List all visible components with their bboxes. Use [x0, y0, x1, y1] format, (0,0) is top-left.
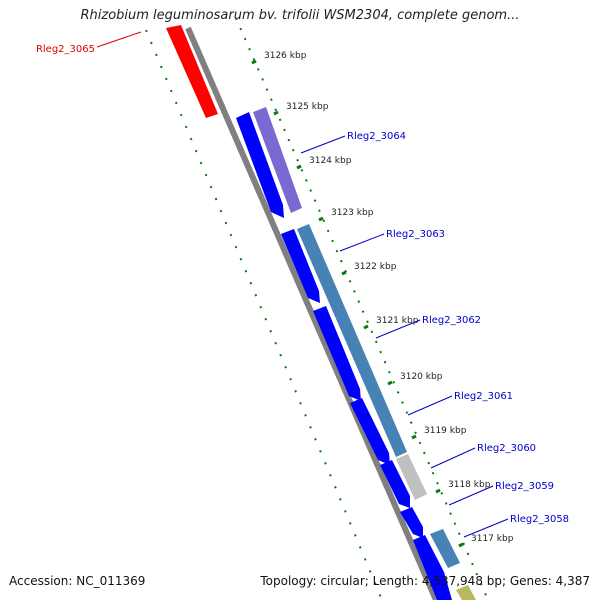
gene-label[interactable]: Rleg2_3062 [422, 315, 481, 326]
tick-mark [363, 324, 369, 330]
gene-label[interactable]: Rleg2_3059 [495, 481, 554, 492]
cds-bar-3060 [396, 454, 427, 500]
tick-label: 3121 kbp [376, 316, 419, 326]
gene-label-leader [407, 395, 453, 416]
tick-layer: 3126 kbp 3125 kbp 3124 kbp 3123 kbp 3122 kbp… [251, 51, 514, 548]
gene-label-leader [375, 319, 421, 339]
tick-ring-outer [235, 17, 489, 600]
tick-label: 3120 kbp [400, 372, 443, 382]
cds-bar-olive [456, 585, 476, 600]
gene-label-leader [339, 233, 385, 252]
cds-bar-3064 [253, 107, 302, 213]
gene-rleg2-3062[interactable] [313, 306, 361, 401]
tick-mark [318, 216, 324, 222]
tick-mark [387, 380, 393, 386]
gene-rleg2-3060[interactable] [380, 460, 410, 508]
tick-mark [411, 434, 417, 440]
gene-label-leader [448, 485, 494, 506]
tick-label: 3126 kbp [264, 51, 307, 61]
gene-label-leader [96, 31, 142, 48]
gene-label[interactable]: Rleg2_3063 [386, 229, 445, 240]
gene-label[interactable]: Rleg2_3061 [454, 391, 513, 402]
tick-mark [296, 164, 302, 170]
tick-mark [251, 59, 257, 65]
gene-label[interactable]: Rleg2_3060 [477, 443, 536, 454]
topology-summary: Topology: circular; Length: 4,537,948 bp… [260, 574, 590, 588]
map-title: Rhizobium leguminosarum bv. trifolii WSM… [80, 8, 520, 23]
tick-mark [341, 270, 347, 276]
tick-label: 3124 kbp [309, 156, 352, 166]
cds-bar-3058 [430, 529, 460, 568]
gene-rleg2-3059[interactable] [400, 507, 423, 538]
gene-label-leader [300, 135, 346, 154]
gene-label[interactable]: Rleg2_3065 [36, 44, 95, 55]
tick-label: 3117 kbp [471, 534, 514, 544]
gene-label-leader [430, 447, 476, 469]
tick-label: 3123 kbp [331, 208, 374, 218]
tick-label: 3122 kbp [354, 262, 397, 272]
gene-label-leader [463, 518, 509, 538]
gene-rleg2-3058[interactable] [413, 535, 452, 600]
tick-label: 3118 kbp [448, 480, 491, 490]
gene-rleg2-3064[interactable] [236, 112, 284, 218]
backbone-inner [185, 26, 439, 600]
tick-label: 3119 kbp [424, 426, 467, 436]
gene-rleg2-3063[interactable] [281, 229, 320, 303]
gene-rleg2-3065[interactable] [166, 25, 218, 118]
tick-mark [435, 488, 441, 494]
accession-text: Accession: NC_011369 [9, 574, 146, 588]
gene-label[interactable]: Rleg2_3058 [510, 514, 569, 525]
cds-bar-3063-3061 [297, 224, 407, 457]
tick-mark [458, 542, 464, 548]
tick-mark [273, 110, 279, 116]
gene-label[interactable]: Rleg2_3064 [347, 131, 406, 142]
gene-label-layer: Rleg2_3065 Rleg2_3064 Rleg2_3063 Rleg2_3062… [36, 31, 569, 538]
gene-rleg2-3061[interactable] [350, 398, 390, 465]
tick-label: 3125 kbp [286, 102, 329, 112]
